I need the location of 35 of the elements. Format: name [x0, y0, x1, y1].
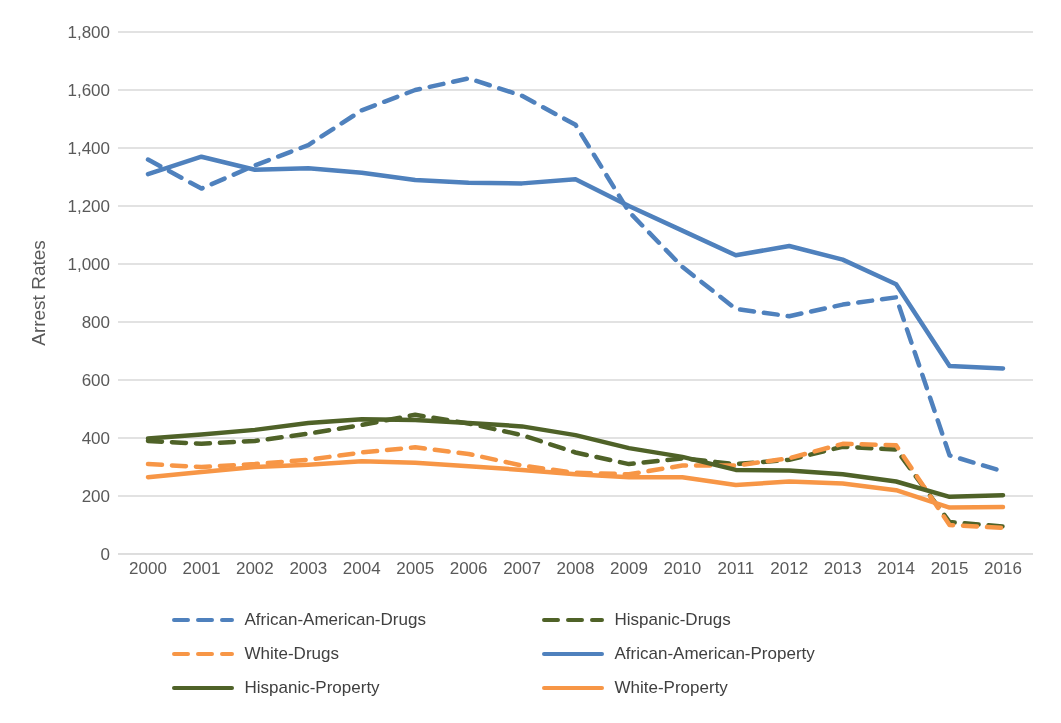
- x-tick-label: 2007: [503, 559, 541, 579]
- y-tick-label: 800: [81, 313, 110, 333]
- legend-label: African-American-Drugs: [244, 610, 426, 630]
- legend-label: African-American-Property: [614, 644, 815, 664]
- y-tick-label: 200: [81, 487, 110, 507]
- y-tick-label: 400: [81, 429, 110, 449]
- x-tick-label: 2011: [717, 559, 755, 579]
- x-tick-label: 2001: [182, 559, 221, 579]
- y-tick-label: 1,200: [67, 197, 110, 217]
- y-tick-label: 1,400: [67, 139, 110, 159]
- y-tick-label: 1,600: [67, 81, 110, 101]
- x-tick-label: 2003: [289, 559, 328, 579]
- x-tick-label: 2000: [129, 559, 167, 579]
- x-tick-label: 2014: [877, 559, 916, 579]
- x-tick-label: 2013: [823, 559, 862, 579]
- x-tick-label: 2009: [610, 559, 648, 579]
- x-tick-label: 2006: [449, 559, 488, 579]
- legend-label: Hispanic-Property: [244, 678, 380, 698]
- line-series: [145, 441, 1006, 531]
- x-tick-label: 2008: [556, 559, 595, 579]
- legend-label: White-Property: [614, 678, 728, 698]
- legend-label: White-Drugs: [244, 644, 339, 664]
- x-tick-label: 2015: [930, 559, 969, 579]
- x-tick-label: 2012: [770, 559, 809, 579]
- x-tick-label: 2002: [235, 559, 274, 579]
- legend-label: Hispanic-Drugs: [614, 610, 731, 630]
- y-axis-title: Arrest Rates: [27, 240, 49, 346]
- x-tick-label: 2016: [984, 559, 1022, 579]
- x-tick-label: 2005: [396, 559, 435, 579]
- x-tick-label: 2010: [663, 559, 702, 579]
- x-tick-label: 2004: [342, 559, 381, 579]
- y-tick-label: 600: [81, 371, 110, 391]
- y-tick-label: 0: [100, 545, 110, 565]
- y-tick-label: 1,800: [67, 23, 110, 43]
- y-tick-label: 1,000: [67, 255, 110, 275]
